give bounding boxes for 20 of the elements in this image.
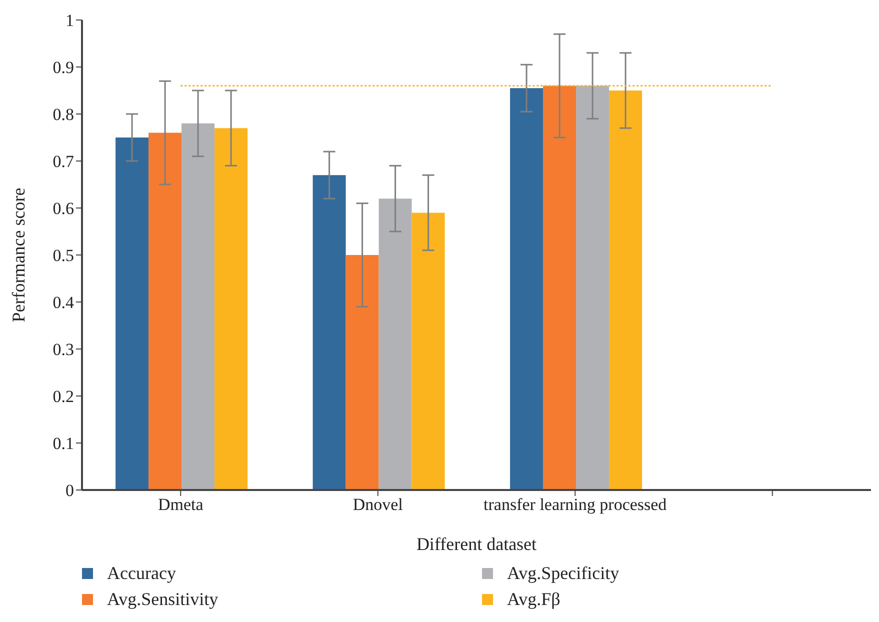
x-axis-title: Different dataset: [416, 534, 537, 554]
legend-label: Accuracy: [107, 562, 176, 584]
y-axis-title: Performance score: [8, 188, 28, 322]
y-tick-label: 0.6: [52, 199, 74, 218]
y-tick-label: 0.7: [52, 152, 74, 172]
x-tick-label: transfer learning processed: [484, 495, 668, 514]
y-tick-label: 0.2: [52, 387, 74, 406]
legend-label: Avg.Specificity: [507, 562, 620, 584]
y-tick-label: 0.9: [52, 58, 74, 78]
x-tick-label: Dmeta: [158, 495, 204, 514]
x-tick-label: Dnovel: [352, 495, 404, 514]
y-tick-label: 0.4: [52, 293, 74, 312]
legend-label: Avg.Fβ: [507, 588, 560, 610]
y-tick-label: 1: [66, 11, 74, 30]
y-tick-label: 0: [66, 481, 74, 500]
y-tick-label: 0.3: [52, 340, 74, 360]
legend-label: Avg.Sensitivity: [107, 588, 218, 610]
y-tick-label: 0.1: [52, 434, 74, 454]
y-tick-label: 0.5: [52, 246, 74, 266]
y-tick-label: 0.8: [52, 105, 74, 124]
